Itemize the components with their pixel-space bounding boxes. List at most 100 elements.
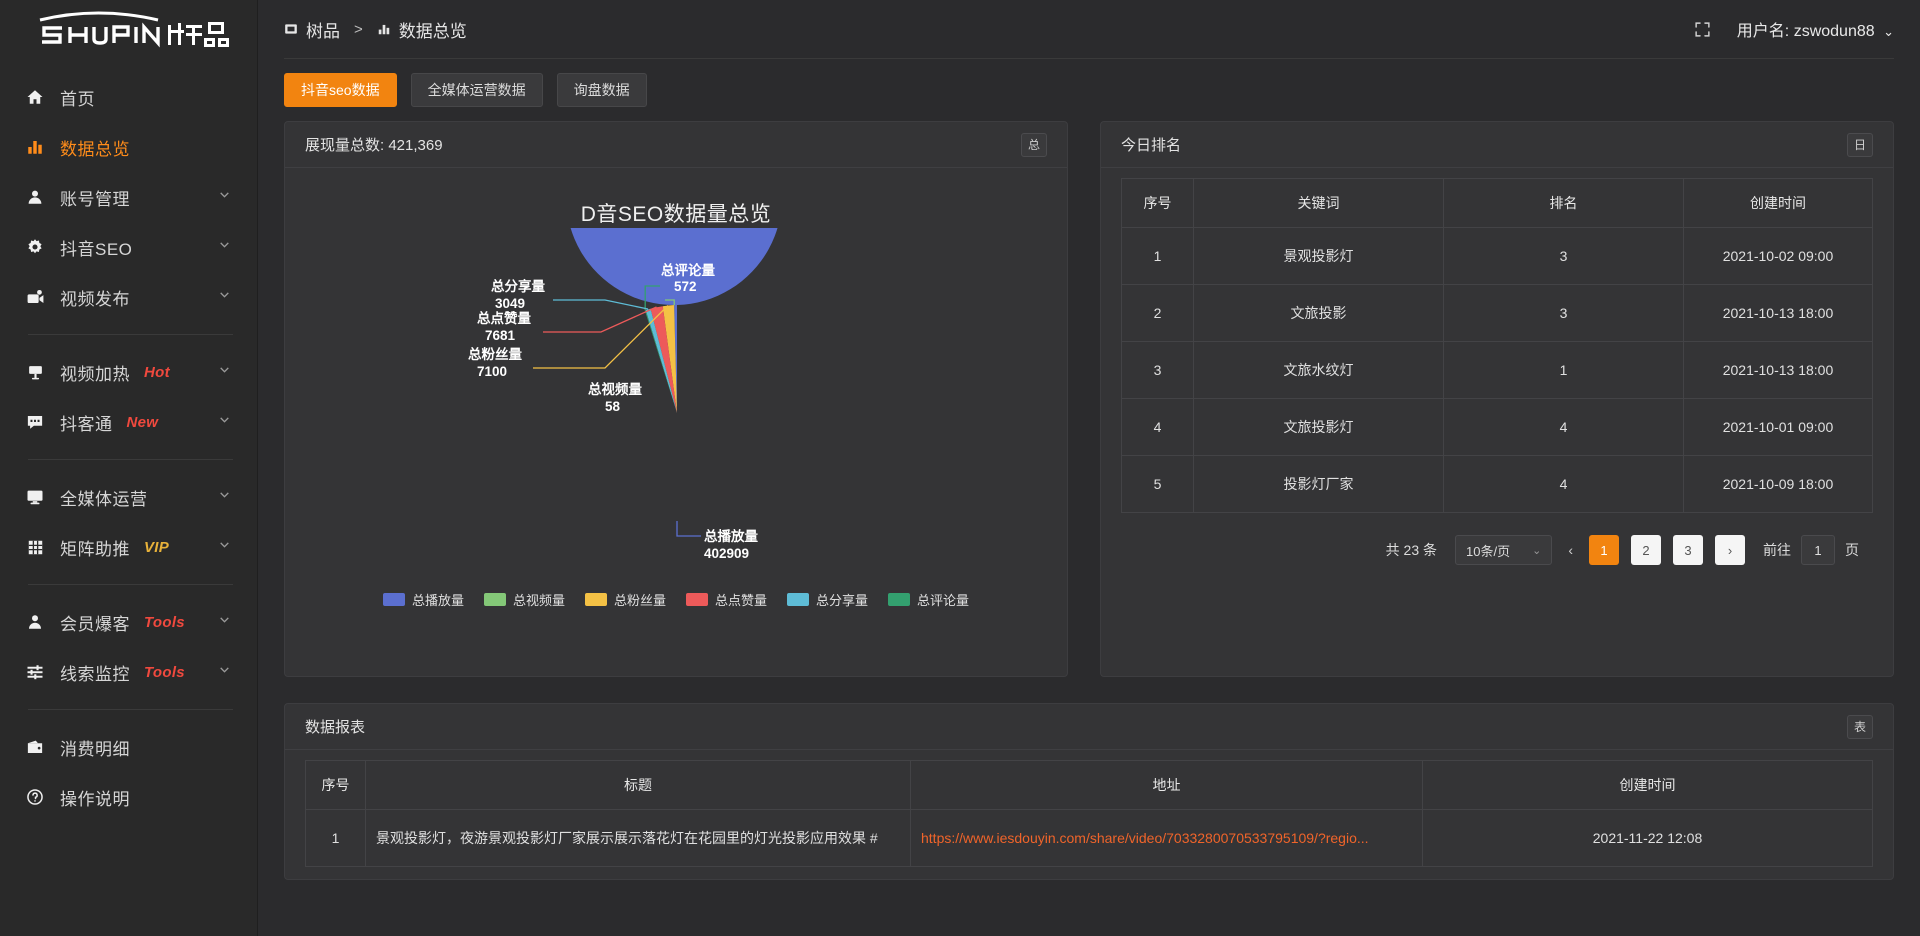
callout-value-1: 3049	[495, 296, 525, 311]
cell-rank: 4	[1443, 398, 1684, 456]
table-row[interactable]: 3 文旅水纹灯 1 2021-10-13 18:00	[1121, 341, 1873, 399]
legend-item-3[interactable]: 总点赞量	[686, 590, 767, 609]
tab-douyin-seo-data[interactable]: 抖音seo数据	[284, 73, 397, 107]
sidebar-item-label: 矩阵助推	[60, 539, 130, 559]
cell-index: 4	[1121, 398, 1194, 456]
sidebar-nav: 首页 数据总览 账号管理 抖音	[0, 58, 257, 822]
cell-created-time: 2021-10-13 18:00	[1683, 284, 1873, 342]
video-upload-icon	[24, 286, 46, 308]
col-created-time: 创建时间	[1422, 760, 1873, 810]
bar-chart-icon	[377, 22, 391, 36]
pagination-jump: 前往 页	[1763, 535, 1859, 565]
cell-index: 3	[1121, 341, 1194, 399]
gear-icon	[24, 236, 46, 258]
callout-label-0: 总评论量	[661, 262, 715, 278]
col-created-time: 创建时间	[1683, 178, 1873, 228]
legend-item-5[interactable]: 总评论量	[888, 590, 969, 609]
content-area: 展现量总数: 421,369 总 D音SEO数据量总览	[258, 107, 1920, 936]
sidebar-item-instructions[interactable]: 操作说明	[0, 772, 257, 822]
cell-address-link[interactable]: https://www.iesdouyin.com/share/video/70…	[910, 809, 1423, 867]
sidebar-divider	[28, 709, 233, 710]
table-row[interactable]: 5 投影灯厂家 4 2021-10-09 18:00	[1121, 455, 1873, 513]
pagination-jump-suffix: 页	[1845, 542, 1859, 558]
cell-keyword: 文旅水纹灯	[1193, 341, 1444, 399]
legend-label: 总视频量	[512, 593, 565, 608]
ranking-range-button[interactable]: 日	[1847, 132, 1873, 157]
chevron-down-icon: ⌄	[1883, 24, 1894, 39]
chevron-down-icon	[218, 413, 231, 431]
overview-total-label: 展现量总数: 421,369	[305, 137, 443, 154]
user-prefix-label: 用户名:	[1736, 23, 1790, 40]
question-icon	[24, 786, 46, 808]
user-menu[interactable]: 用户名: zswodun88 ⌄	[1737, 17, 1894, 41]
overview-range-button[interactable]: 总	[1021, 132, 1047, 157]
page-size-select[interactable]: 10条/页 ⌄	[1455, 535, 1553, 565]
pagination-page-2[interactable]: 2	[1631, 535, 1661, 565]
sidebar-item-omnimedia-ops[interactable]: 全媒体运营	[0, 472, 257, 522]
sidebar-item-clue-monitor[interactable]: 线索监控 Tools	[0, 647, 257, 697]
tab-omnimedia-ops-data[interactable]: 全媒体运营数据	[410, 73, 543, 107]
brand-logo[interactable]	[0, 0, 257, 58]
legend-item-2[interactable]: 总粉丝量	[584, 590, 666, 609]
col-index: 序号	[1121, 178, 1194, 228]
breadcrumb-item-root[interactable]: 树品	[284, 17, 340, 42]
table-row[interactable]: 1 景观投影灯，夜游景观投影灯厂家展示展示落花灯在花园里的灯光投影应用效果 # …	[305, 809, 1873, 867]
pagination-jump-input[interactable]	[1801, 535, 1835, 565]
tab-inquiry-data[interactable]: 询盘数据	[556, 73, 647, 107]
fullscreen-icon[interactable]	[1694, 21, 1711, 38]
chevron-down-icon	[218, 188, 231, 206]
legend-label: 总分享量	[816, 593, 869, 608]
sidebar-badge-vip: VIP	[144, 538, 170, 556]
pagination-next-button[interactable]: ›	[1715, 535, 1745, 565]
shupin-logo-icon	[39, 11, 229, 48]
sidebar-item-matrix-boost[interactable]: 矩阵助推 VIP	[0, 522, 257, 572]
ranking-pagination: 共 23 条 10条/页 ⌄ ‹ 1 2 3 › 前往	[1121, 513, 1873, 571]
breadcrumb-item-current[interactable]: 数据总览	[377, 17, 467, 42]
sidebar-item-home[interactable]: 首页	[0, 72, 257, 122]
legend-label: 总粉丝量	[613, 593, 666, 608]
sidebar-item-douyin-seo[interactable]: 抖音SEO	[0, 222, 257, 272]
table-row[interactable]: 1 景观投影灯 3 2021-10-02 09:00	[1121, 227, 1873, 285]
user-name-label: zswodun88	[1793, 23, 1875, 40]
sidebar-item-member-leads[interactable]: 会员爆客 Tools	[0, 597, 257, 647]
cell-title: 景观投影灯，夜游景观投影灯厂家展示展示落花灯在花园里的灯光投影应用效果 #	[365, 809, 911, 867]
legend-item-4[interactable]: 总分享量	[787, 590, 868, 609]
report-card-header: 数据报表 表	[285, 704, 1893, 750]
sidebar-item-label: 视频发布	[60, 289, 130, 309]
cell-index: 5	[1121, 455, 1194, 513]
overview-card-body: D音SEO数据量总览	[285, 168, 1067, 676]
chevron-down-icon	[218, 613, 231, 631]
sidebar-item-data-overview[interactable]: 数据总览	[0, 122, 257, 172]
sidebar-badge-new: New	[126, 413, 159, 431]
legend-swatch	[888, 593, 911, 606]
sidebar-item-douketong[interactable]: 抖客通 New	[0, 397, 257, 447]
callout-label-5: 总播放量	[704, 528, 758, 544]
report-range-button[interactable]: 表	[1847, 714, 1873, 739]
pagination-page-3[interactable]: 3	[1673, 535, 1703, 565]
pie-callout-labels: 总评论量 572 总分享量 3049 总点赞量 7681 总粉丝量 7100	[468, 262, 758, 561]
sidebar-item-account-management[interactable]: 账号管理	[0, 172, 257, 222]
table-row[interactable]: 4 文旅投影灯 4 2021-10-01 09:00	[1121, 398, 1873, 456]
sidebar-divider	[28, 459, 233, 460]
ranking-card-body: 序号 关键词 排名 创建时间 1 景观投影灯 3	[1101, 168, 1893, 676]
table-row[interactable]: 2 文旅投影 3 2021-10-13 18:00	[1121, 284, 1873, 342]
legend-item-0[interactable]: 总播放量	[382, 590, 464, 609]
legend-item-1[interactable]: 总视频量	[483, 590, 565, 609]
chevron-down-icon	[218, 288, 231, 306]
legend-label: 总播放量	[411, 593, 464, 608]
sidebar-item-video-publish[interactable]: 视频发布	[0, 272, 257, 322]
sidebar-item-video-boost[interactable]: 视频加热 Hot	[0, 347, 257, 397]
cell-index: 2	[1121, 284, 1194, 342]
pagination-page-1[interactable]: 1	[1589, 535, 1619, 565]
pie-leader-lines	[533, 285, 701, 537]
chevron-down-icon	[218, 663, 231, 681]
sidebar-divider	[28, 334, 233, 335]
cell-keyword: 景观投影灯	[1193, 227, 1444, 285]
sidebar-item-consumption-detail[interactable]: 消费明细	[0, 722, 257, 772]
sidebar-item-label: 数据总览	[60, 139, 130, 159]
cell-rank: 3	[1443, 284, 1684, 342]
pagination-prev-button[interactable]: ‹	[1568, 542, 1573, 558]
pie-chart-svg[interactable]: 总评论量 572 总分享量 3049 总点赞量 7681 总粉丝量 7100	[305, 228, 1049, 588]
callout-label-1: 总分享量	[491, 278, 545, 294]
today-ranking-card: 今日排名 日 序号 关键词 排名 创建时间	[1100, 121, 1894, 677]
